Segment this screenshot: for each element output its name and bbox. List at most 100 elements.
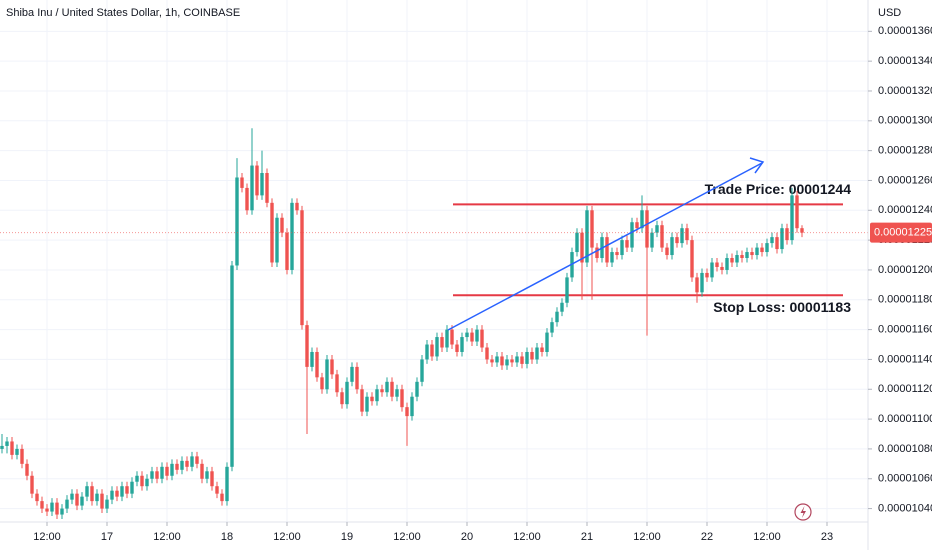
candle-body [460, 337, 464, 352]
candle-body [335, 374, 339, 393]
candle-body [640, 210, 644, 229]
candle-body [305, 325, 309, 367]
y-tick-label: 0.00001200 [878, 264, 932, 276]
candle-body [705, 272, 709, 278]
candle-body [690, 240, 694, 278]
candle-body [75, 493, 79, 506]
candle-body [590, 210, 594, 248]
candle-body [740, 255, 744, 259]
candle-body [790, 195, 794, 241]
x-tick-label: 22 [701, 531, 713, 543]
candle-body [300, 210, 304, 326]
x-tick-label: 19 [341, 531, 353, 543]
candle-body [795, 195, 799, 229]
candle-body [775, 237, 779, 250]
x-tick-label: 17 [101, 531, 113, 543]
candle-body [680, 228, 684, 244]
candle-body [115, 490, 119, 497]
candle-body [295, 202, 299, 211]
candle-body [50, 502, 54, 512]
arrow-head [749, 157, 765, 174]
candle-body [720, 266, 724, 270]
candle-body [555, 311, 559, 323]
candle-body [560, 302, 564, 312]
candle-body [390, 381, 394, 397]
candle-body [425, 344, 429, 360]
candle-body [365, 396, 369, 412]
y-tick-label: 0.00001160 [878, 324, 932, 336]
candle-body [320, 377, 324, 390]
candle-body [65, 499, 69, 509]
candle-body [765, 243, 769, 253]
candle-body [685, 228, 689, 241]
candle-body [5, 441, 9, 446]
candle-body [550, 322, 554, 333]
x-tick-label: 12:00 [513, 531, 541, 543]
candle-body [160, 466, 164, 479]
candle-body [375, 389, 379, 402]
candle-body [190, 456, 194, 467]
candle-body [100, 493, 104, 509]
candle-body [260, 173, 264, 196]
current-price-box [870, 222, 932, 243]
candle-body [150, 471, 154, 479]
candle-body [40, 501, 44, 509]
grid [0, 0, 868, 522]
candle-body [195, 456, 199, 464]
candle-body [165, 466, 169, 476]
y-tick-label: 0.00001080 [878, 443, 932, 455]
candle-body [275, 217, 279, 263]
candle-body [225, 466, 229, 502]
candle-body [340, 392, 344, 405]
candle-body [55, 502, 59, 515]
x-tick-label: 12:00 [33, 531, 61, 543]
x-tick-label: 12:00 [753, 531, 781, 543]
y-tick-label: 0.00001060 [878, 473, 932, 485]
candle-body [10, 441, 14, 455]
candle-body [405, 407, 409, 417]
y-tick-label: 0.00001100 [878, 413, 932, 425]
candle-body [140, 475, 144, 487]
candle-body [670, 237, 674, 256]
candle-body [110, 490, 114, 500]
candle-body [395, 389, 399, 397]
candle-body [250, 165, 254, 211]
candle-body [400, 389, 404, 408]
candle-body [530, 351, 534, 360]
candle-body [760, 247, 764, 253]
level-label: Trade Price: 00001244 [705, 181, 852, 197]
candle-body [500, 356, 504, 366]
candle-body [130, 481, 134, 494]
candle-body [495, 356, 499, 363]
candle-body [155, 471, 159, 479]
candle-body [360, 389, 364, 412]
candle-body [330, 359, 334, 375]
y-tick-label: 0.00001320 [878, 85, 932, 97]
candle-body [655, 225, 659, 233]
candle-body [645, 210, 649, 248]
candle-body [415, 381, 419, 397]
candle-body [35, 493, 39, 502]
candle-body [435, 337, 439, 357]
x-tick-label: 12:00 [633, 531, 661, 543]
y-tick-label: 0.00001140 [878, 353, 932, 365]
candle-body [465, 332, 469, 338]
candle-body [480, 329, 484, 348]
currency-label: USD [878, 7, 901, 19]
candle-body [25, 463, 29, 476]
candle-body [215, 486, 219, 494]
candle-body [410, 396, 414, 417]
candle-body [445, 329, 449, 348]
candle-body [0, 445, 4, 449]
candle-body [200, 463, 204, 479]
x-tick-label: 12:00 [273, 531, 301, 543]
candle-body [135, 475, 139, 482]
current-price-label: 0.00001225 [874, 227, 932, 239]
candle-body [730, 258, 734, 263]
candle-body [290, 202, 294, 270]
candle-body [310, 351, 314, 367]
lightning-icon[interactable] [794, 503, 812, 521]
candle-body [285, 232, 289, 270]
candle-body [245, 187, 249, 211]
